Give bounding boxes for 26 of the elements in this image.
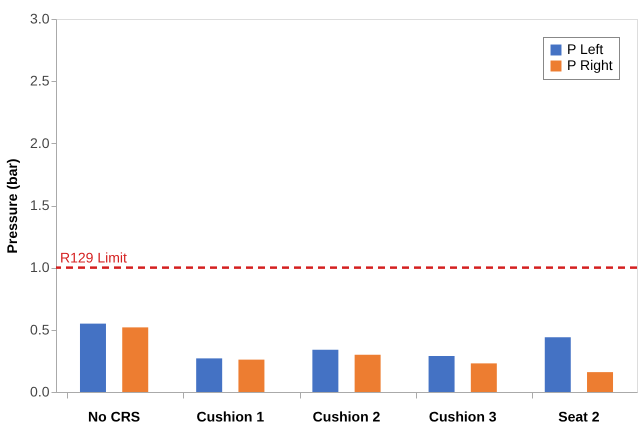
bar	[238, 360, 264, 392]
y-tick-label: 2.5	[30, 72, 50, 89]
x-tick-label: Cushion 3	[428, 408, 497, 424]
y-tick-label: 2.0	[30, 134, 50, 151]
x-tick-label: Cushion 1	[196, 408, 264, 424]
bar	[196, 358, 222, 392]
bar	[428, 356, 455, 392]
y-tick-label: 0.0	[30, 384, 50, 400]
legend-label: P Left	[567, 41, 604, 57]
bar	[122, 327, 148, 392]
legend-label: P Right	[567, 57, 613, 73]
y-tick-label: 0.5	[30, 321, 50, 338]
bar	[544, 337, 571, 392]
bar	[80, 324, 106, 392]
bar	[312, 350, 338, 392]
x-tick-label: Seat 2	[558, 408, 600, 424]
bar	[587, 372, 614, 392]
y-tick-label: 1.0	[30, 259, 50, 276]
bar	[470, 363, 497, 392]
y-tick-label: 3.0	[30, 10, 50, 26]
y-tick-label: 1.5	[30, 197, 50, 213]
x-tick-label: Cushion 2	[312, 408, 381, 424]
bar	[354, 354, 381, 392]
x-tick-label: No CRS	[88, 408, 140, 424]
ref-line-label: R129 Limit	[60, 250, 128, 266]
y-axis-title: Pressure (bar)	[4, 158, 20, 254]
